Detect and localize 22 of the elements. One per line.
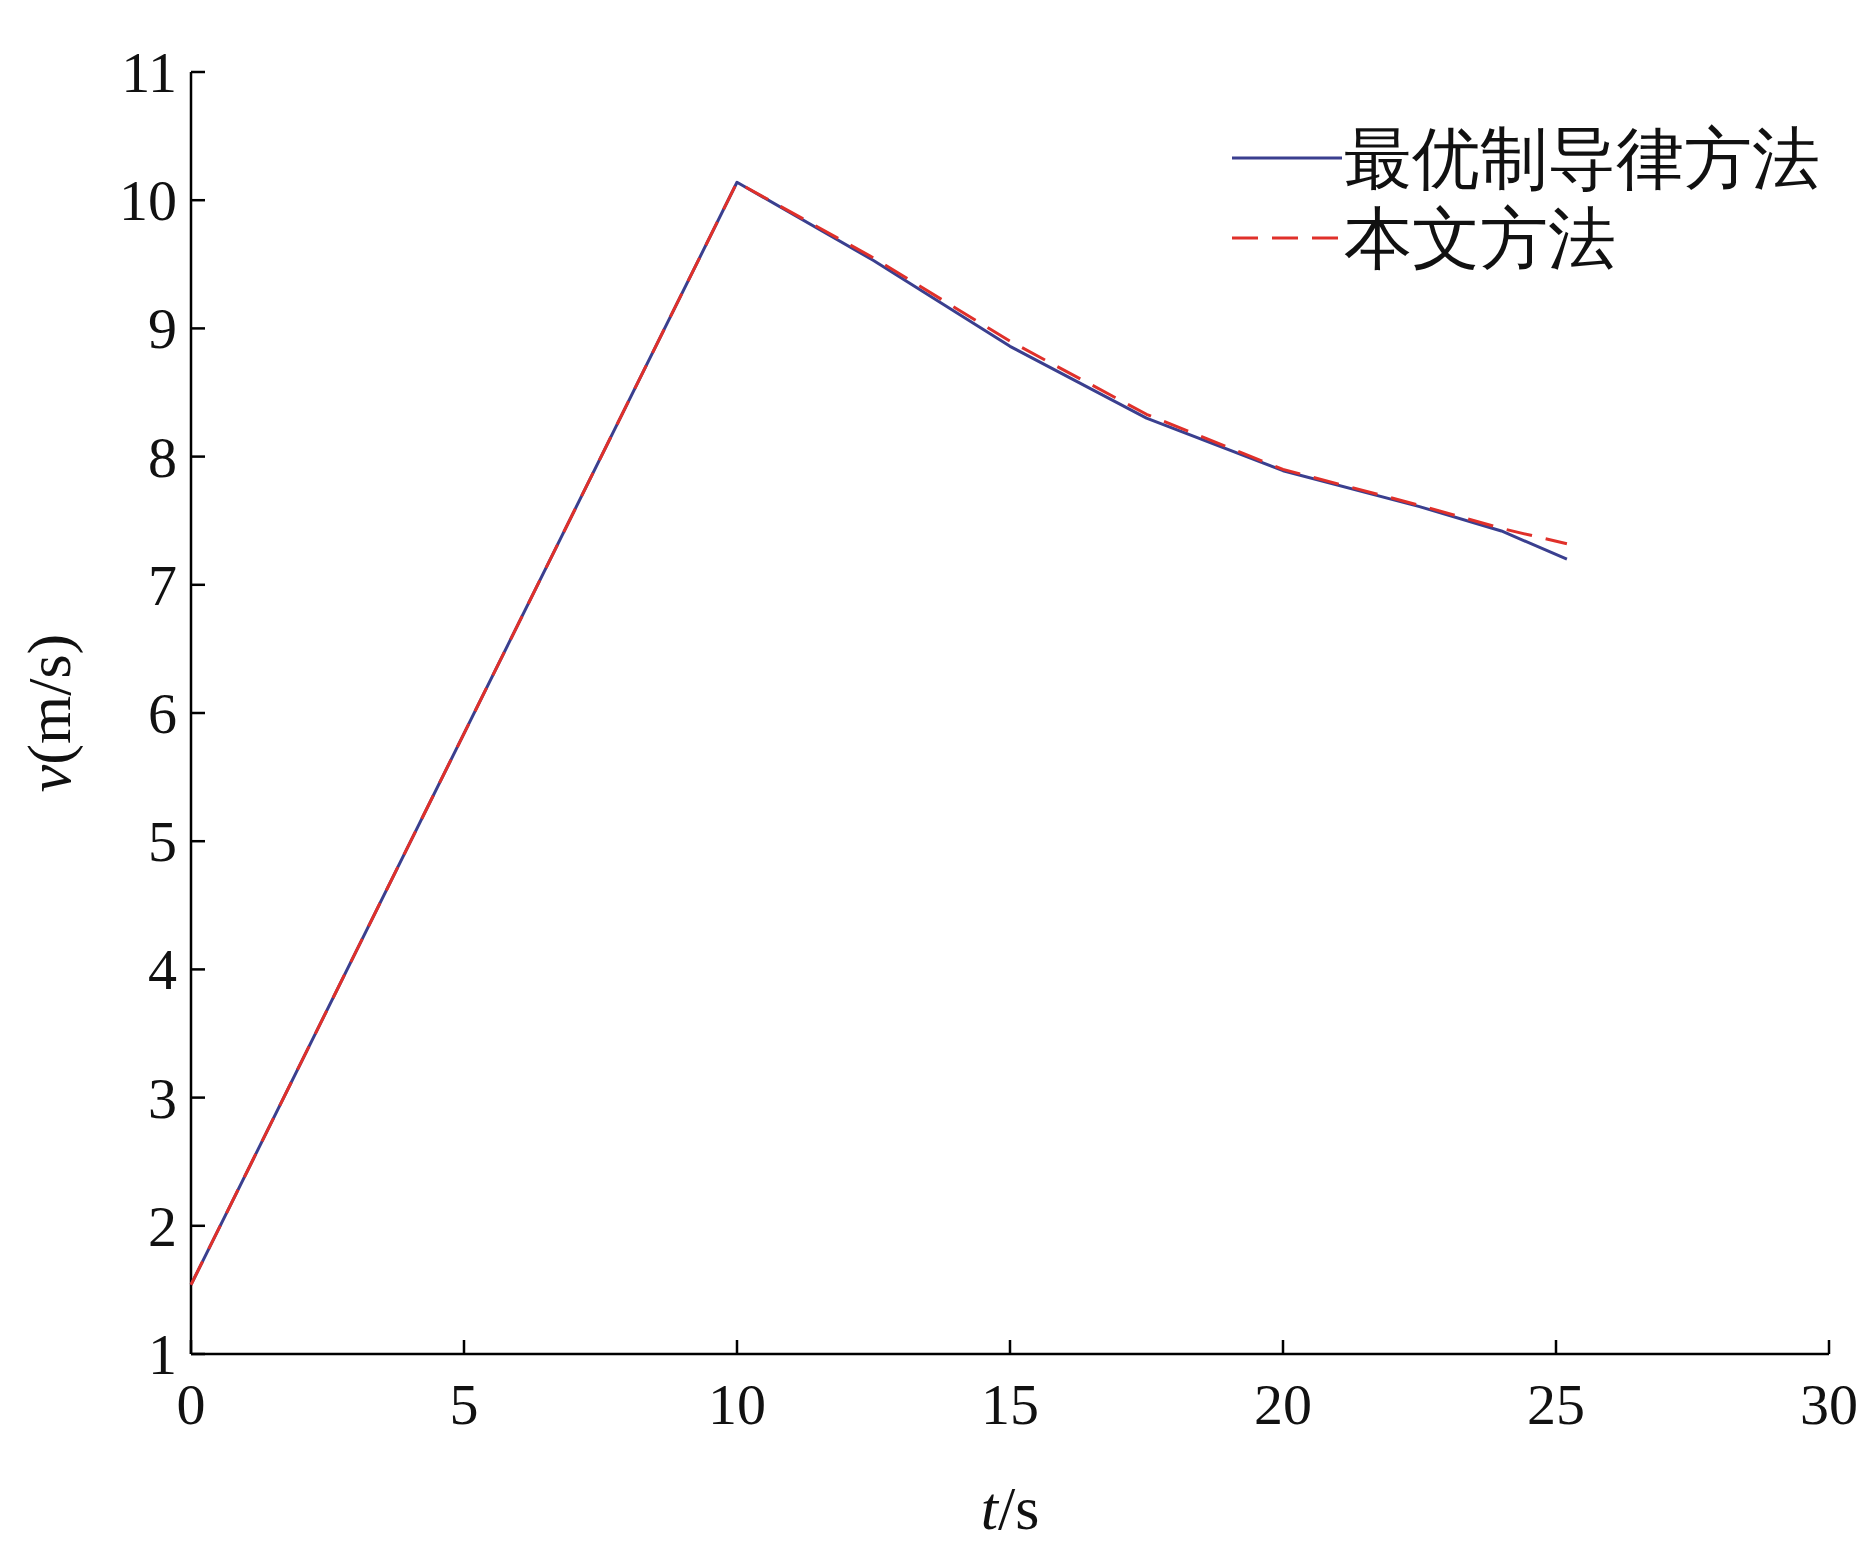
y-tick-label: 1 — [148, 1322, 177, 1387]
y-tick-label: 7 — [148, 552, 177, 618]
y-tick-label: 6 — [148, 681, 177, 746]
x-tick-label: 30 — [1800, 1372, 1858, 1437]
legend-label: 本文方法 — [1344, 201, 1616, 277]
y-tick-label: 2 — [148, 1193, 177, 1259]
x-tick-label: 25 — [1527, 1372, 1585, 1437]
y-tick-label: 11 — [121, 40, 177, 105]
y-tick-label: 10 — [119, 168, 177, 234]
y-tick-label: 9 — [148, 296, 177, 362]
x-tick-label: 0 — [176, 1372, 206, 1437]
y-tick-label: 5 — [148, 809, 177, 875]
y-tick-label: 3 — [148, 1065, 177, 1131]
x-tick-label: 15 — [981, 1372, 1039, 1437]
x-tick-label: 10 — [708, 1372, 766, 1437]
y-tick-label: 8 — [148, 424, 177, 490]
x-tick-label: 20 — [1254, 1372, 1312, 1437]
y-axis-title: v(m/s) — [15, 633, 84, 793]
x-tick-label: 5 — [449, 1372, 479, 1437]
y-tick-label: 4 — [148, 937, 177, 1003]
x-axis-title: t/s — [980, 1474, 1040, 1542]
legend-label: 最优制导律方法 — [1344, 121, 1820, 197]
